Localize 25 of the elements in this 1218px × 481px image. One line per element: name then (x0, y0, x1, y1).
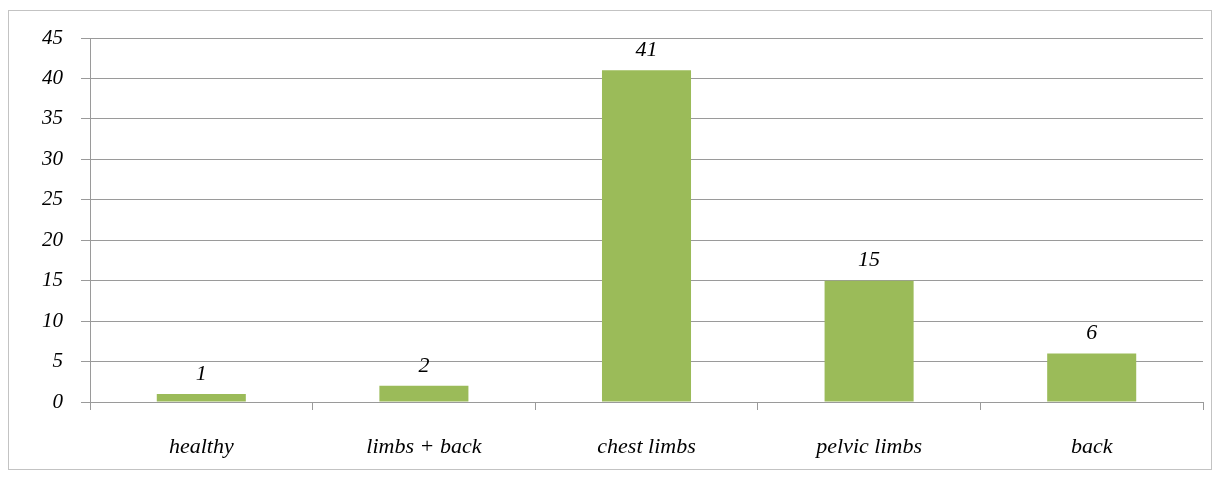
bar (824, 280, 914, 402)
y-tick-label: 45 (42, 24, 63, 49)
y-tick-label: 5 (52, 348, 63, 373)
x-tick-label: healthy (168, 432, 234, 458)
y-tick-label: 25 (42, 186, 63, 211)
data-label: 1 (195, 359, 207, 385)
x-tick-label: back (1070, 432, 1114, 458)
data-label: 6 (1086, 319, 1098, 345)
y-tick-label: 0 (52, 388, 64, 413)
y-tick-label: 15 (42, 267, 63, 292)
bar (379, 385, 469, 402)
bar (1047, 353, 1137, 402)
y-tick-label: 20 (42, 226, 64, 251)
bar (156, 393, 246, 402)
y-tick-label: 10 (42, 307, 64, 332)
x-tick-label: pelvic limbs (814, 432, 922, 458)
data-label: 2 (418, 351, 430, 377)
y-tick-label: 35 (41, 105, 63, 130)
data-label: 41 (635, 36, 658, 62)
y-tick-label: 30 (41, 145, 64, 170)
x-tick-label: limbs + back (366, 432, 483, 458)
bar (601, 70, 692, 402)
data-label: 15 (858, 246, 881, 272)
y-tick-label: 40 (42, 64, 64, 89)
x-tick-label: chest limbs (597, 432, 696, 458)
